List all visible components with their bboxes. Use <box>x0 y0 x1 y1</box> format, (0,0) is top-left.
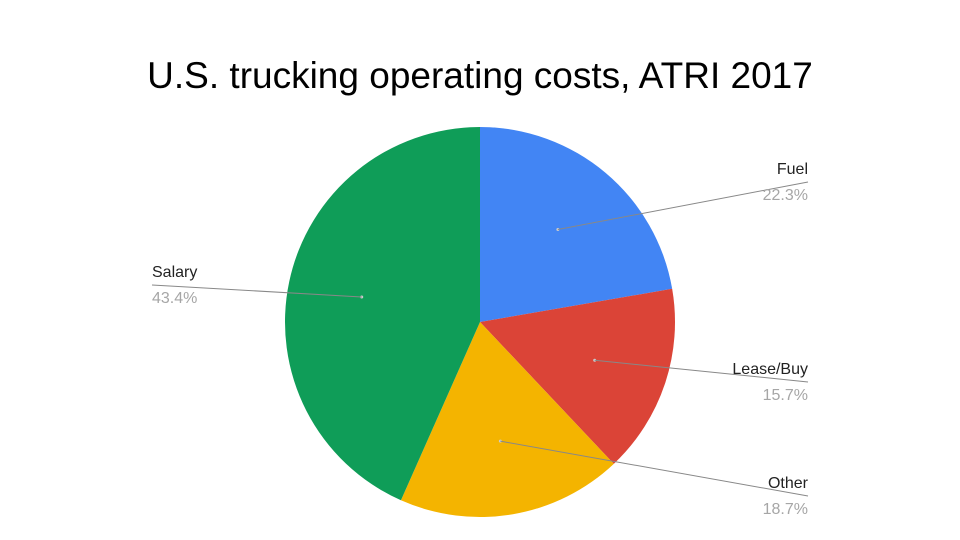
leader-line <box>594 359 809 383</box>
slice-labels: Fuel 22.3% Lease/Buy 15.7% Other 18.7% Salary 4… <box>152 161 809 518</box>
slice-percentage: 43.4% <box>152 290 197 307</box>
slice-label: Lease/Buy <box>732 361 808 378</box>
pie-slice-fuel <box>480 127 673 322</box>
slice-percentage: 22.3% <box>763 187 808 204</box>
leader-lines <box>151 181 809 497</box>
slice-label: Salary <box>152 264 197 281</box>
pie-slices <box>285 127 676 518</box>
chart-title: U.S. trucking operating costs, ATRI 2017 <box>147 55 813 96</box>
leader-line <box>557 181 809 231</box>
leader-line <box>500 440 809 497</box>
slice-percentage: 18.7% <box>763 501 808 518</box>
pie-slice-other <box>400 322 614 518</box>
pie-slice-salary <box>285 127 480 501</box>
slice-percentage: 15.7% <box>763 387 808 404</box>
leader-line <box>151 284 362 298</box>
slice-label: Other <box>768 475 809 492</box>
slice-label: Fuel <box>777 161 808 178</box>
pie-slice-lease-buy <box>480 288 676 464</box>
